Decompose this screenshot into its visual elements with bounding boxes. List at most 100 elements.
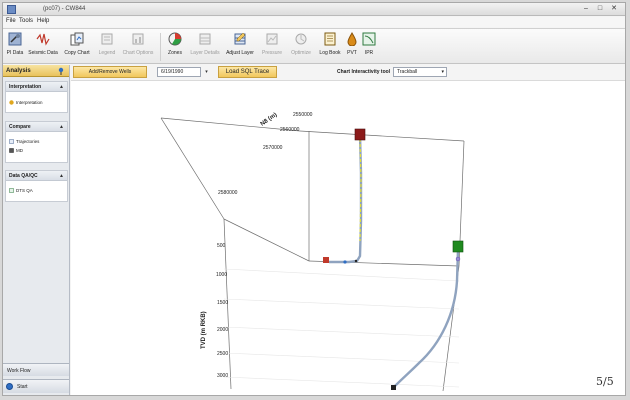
north-axis-ticks: 2550000 2560000 2570000 2580000: [218, 112, 313, 196]
legend-icon: [101, 33, 113, 45]
pi-data-button[interactable]: PI Data: [5, 32, 25, 62]
start-tab[interactable]: Start: [3, 379, 69, 393]
north-tick-3: 2570000: [263, 145, 283, 151]
ipr-icon: [362, 32, 376, 46]
pvt-button[interactable]: PVT: [344, 32, 360, 62]
plot-gridlines: [223, 268, 460, 388]
pvt-icon: [347, 32, 357, 46]
tvd-tick-2000: 2000: [217, 327, 228, 333]
collapse-icon[interactable]: ▲: [59, 173, 64, 179]
chart-controls-row: Add/Remove Wells 6/19/1990 ▾ Load SQL Tr…: [71, 65, 625, 79]
collapse-icon[interactable]: ▲: [59, 124, 64, 130]
date-field[interactable]: 6/19/1990: [157, 67, 201, 77]
section-header[interactable]: Interpretation ▲: [6, 82, 67, 92]
seismic-icon: [36, 33, 50, 46]
optimize-icon: [295, 33, 307, 45]
legend-button[interactable]: Legend: [96, 32, 118, 62]
tvd-tick-1500: 1500: [217, 300, 228, 306]
title-bar: (pc07) - CW844 – □ ✕: [3, 3, 625, 16]
well-2-node-marker: [455, 256, 461, 262]
tvd-axis-title: TVD (m RKB): [201, 311, 207, 349]
well-1-trajectory[interactable]: [329, 134, 363, 264]
tvd-tick-3000: 3000: [217, 373, 228, 379]
trajectory-3d-plot[interactable]: N8 (m) TVD (m RKB) 2550000 2560000 25700…: [71, 81, 625, 395]
menu-file[interactable]: File: [6, 18, 16, 24]
calendar-dropdown-icon[interactable]: ▾: [205, 69, 208, 75]
zones-button[interactable]: Zones: [164, 32, 186, 62]
collapse-icon[interactable]: ▲: [59, 84, 64, 90]
section-data-qaqc: Data QA/QC ▲ DTS QA: [5, 170, 68, 202]
section-header[interactable]: Data QA/QC ▲: [6, 171, 67, 181]
north-axis-title: N8 (m): [260, 112, 279, 128]
log-book-icon: [324, 32, 336, 46]
section-header[interactable]: Compare ▲: [6, 122, 67, 132]
optimize-button[interactable]: Optimize: [288, 32, 314, 62]
close-button[interactable]: ✕: [611, 5, 617, 12]
tvd-tick-2500: 2500: [217, 351, 228, 357]
chevron-down-icon: ▾: [441, 69, 444, 75]
tools-icon: [8, 32, 22, 46]
layer-details-button[interactable]: Layer Details: [189, 32, 221, 62]
md-icon: [9, 148, 14, 153]
app-window: (pc07) - CW844 – □ ✕ File Tools Help PI …: [2, 2, 626, 396]
layer-details-icon: [199, 33, 211, 45]
pressure-icon: [266, 33, 278, 45]
north-tick-4: 2580000: [218, 190, 238, 196]
ipr-button[interactable]: IPR: [361, 32, 377, 62]
interactivity-tool-select[interactable]: Trackball ▾: [393, 67, 447, 77]
menu-tools[interactable]: Tools: [19, 18, 34, 24]
toolbar-separator: [160, 33, 161, 61]
toolbar: PI Data Seismic Data Copy Chart Legend C…: [3, 28, 625, 64]
interpretation-icon: [9, 100, 14, 105]
list-item-trajectories[interactable]: Trajectories: [6, 137, 67, 146]
list-item-dts-qa[interactable]: DTS QA: [6, 186, 67, 195]
chart-canvas[interactable]: N8 (m) TVD (m RKB) 2550000 2560000 25700…: [71, 80, 625, 395]
copy-chart-icon: [70, 32, 84, 46]
tvd-axis-ticks: 500 1000 1500 2000 2500 3000: [216, 243, 228, 379]
section-compare: Compare ▲ Trajectories MD: [5, 121, 68, 163]
menu-bar: File Tools Help: [3, 17, 625, 27]
left-panel: Analysis Interpretation ▲ Interpretation…: [3, 65, 70, 395]
well-2-top-marker[interactable]: [452, 240, 464, 253]
window-title: (pc07) - CW844: [43, 6, 86, 12]
well-1-trajectory-highlight: [359, 138, 362, 242]
page-number: 5/5: [596, 375, 614, 388]
adjust-layer-button[interactable]: Adjust Layer: [224, 32, 256, 62]
dts-qa-icon: [9, 188, 14, 193]
well-2-bottom-marker[interactable]: [391, 385, 396, 390]
copy-chart-button[interactable]: Copy Chart: [63, 32, 91, 62]
interactivity-tool-label: Chart Interactivity tool: [337, 69, 391, 75]
zones-icon: [168, 32, 182, 46]
tvd-tick-500: 500: [217, 243, 226, 249]
start-icon: [6, 383, 13, 390]
list-item-md[interactable]: MD: [6, 146, 67, 155]
analysis-header[interactable]: Analysis: [3, 65, 69, 77]
section-interpretation: Interpretation ▲ Interpretation: [5, 81, 68, 113]
well-1-bottom-marker[interactable]: [323, 257, 329, 263]
list-item-interpretation[interactable]: Interpretation: [6, 98, 67, 107]
adjust-layer-icon: [234, 32, 246, 45]
app-icon: [7, 5, 16, 14]
pressure-button[interactable]: Pressure: [259, 32, 285, 62]
maximize-button[interactable]: □: [597, 5, 603, 12]
chart-options-icon: [132, 33, 144, 45]
minimize-button[interactable]: –: [584, 5, 588, 12]
workflow-tab[interactable]: Work Flow: [3, 363, 69, 376]
north-tick-1: 2550000: [293, 112, 313, 118]
log-book-button[interactable]: Log Book: [317, 32, 343, 62]
seismic-data-button[interactable]: Seismic Data: [27, 32, 59, 62]
well-2-trajectory[interactable]: [394, 248, 460, 387]
chart-options-button[interactable]: Chart Options: [121, 32, 155, 62]
well-1-node-marker: [343, 260, 347, 264]
load-sql-trace-button[interactable]: Load SQL Trace: [218, 66, 277, 78]
plot-box-frame: [160, 117, 465, 392]
pin-icon[interactable]: [57, 67, 65, 75]
north-tick-2: 2560000: [280, 127, 300, 133]
tvd-tick-1000: 1000: [216, 272, 227, 278]
trajectories-icon: [9, 139, 14, 144]
well-1-top-marker[interactable]: [354, 128, 366, 141]
add-remove-wells-button[interactable]: Add/Remove Wells: [73, 66, 147, 78]
menu-help[interactable]: Help: [37, 18, 50, 24]
well-1-end-marker: [354, 259, 358, 263]
